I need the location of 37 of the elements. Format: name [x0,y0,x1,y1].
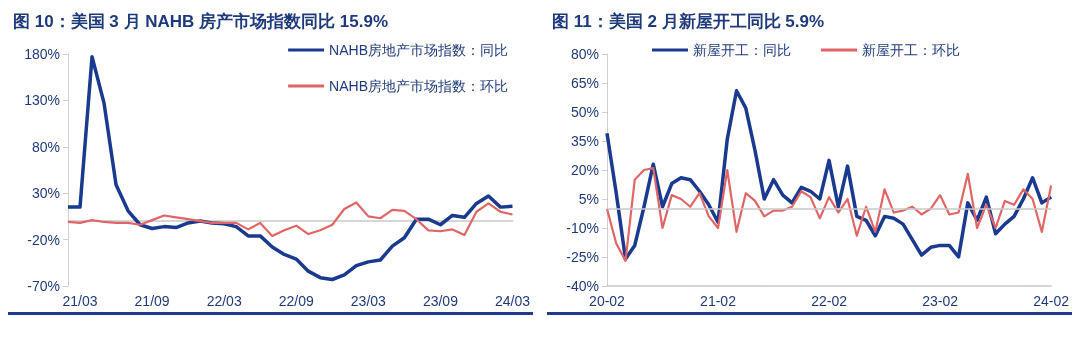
x-tick-label: 24/03 [494,293,531,309]
y-tick-label: 80% [31,138,60,155]
line-series [66,55,515,282]
x-tick-label: 22-02 [811,293,848,309]
line-series [605,166,1053,262]
x-tick-label: 21/03 [62,293,98,309]
y-tick-label: -20% [27,231,60,248]
y-tick-label: 180% [24,46,60,62]
line-series [66,201,514,237]
legend-label: NAHB房地产市场指数：环比 [329,78,509,94]
x-tick-label: 22/09 [278,293,314,309]
line-series [605,88,1053,261]
y-tick-label: 35% [570,133,599,149]
x-tick-label: 23-02 [922,293,959,309]
y-tick-label: 80% [570,46,599,62]
y-tick-label: -70% [27,278,60,294]
y-tick-label: -25% [566,249,599,265]
x-tick-label: 24-02 [1033,293,1070,309]
chart-title: 图 11：美国 2 月新屋开工同比 5.9% [552,12,825,31]
legend-label: 新屋开工：同比 [693,42,791,58]
x-tick-label: 21-02 [700,293,737,309]
y-tick-label: -10% [566,220,599,236]
x-tick-label: 23/09 [422,293,459,309]
y-tick-label: 65% [570,75,599,91]
chart-title: 图 10：美国 3 月 NAHB 房产市场指数同比 15.9% [13,12,389,31]
y-tick-label: 130% [24,92,60,109]
x-tick-label: 22/03 [206,293,242,309]
x-tick-label: 20-02 [589,293,626,309]
x-tick-label: 21/09 [134,293,170,309]
y-tick-label: 20% [570,162,599,178]
y-tick-label: 50% [570,104,599,120]
legend-label: 新屋开工：环比 [862,42,960,58]
x-tick-label: 23/03 [350,293,387,309]
y-tick-label: -40% [566,278,599,294]
y-tick-label: 30% [31,185,60,202]
y-tick-label: 5% [578,191,599,207]
legend-label: NAHB房地产市场指数：同比 [329,42,509,58]
